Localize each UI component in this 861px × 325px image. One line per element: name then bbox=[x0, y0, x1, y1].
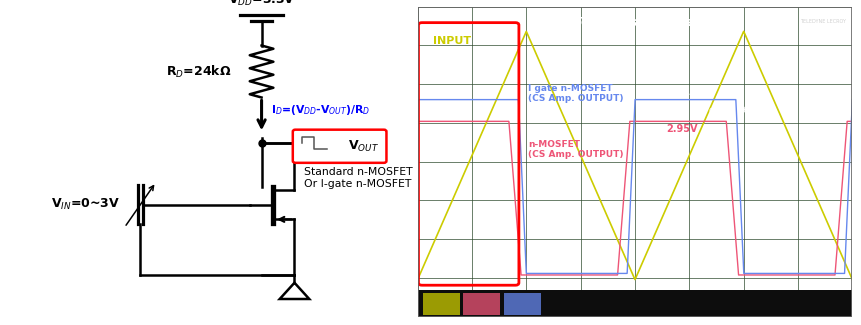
Bar bbox=[423, 293, 460, 315]
Bar bbox=[418, 291, 852, 317]
Text: INPUT: INPUT bbox=[433, 36, 471, 46]
Text: 3.31V: 3.31V bbox=[666, 87, 698, 97]
Text: V$_{IN}$=0~3V: V$_{IN}$=0~3V bbox=[52, 197, 121, 212]
FancyBboxPatch shape bbox=[293, 130, 387, 163]
Text: I gate n-MOSFET
(CS Amp. OUTPUT): I gate n-MOSFET (CS Amp. OUTPUT) bbox=[529, 84, 624, 103]
Text: V$_{DD}$=3.3V: V$_{DD}$=3.3V bbox=[228, 0, 295, 8]
Text: TELEDYNE LECROY: TELEDYNE LECROY bbox=[800, 19, 846, 24]
Text: n-MOSFET
(CS Amp. OUTPUT): n-MOSFET (CS Amp. OUTPUT) bbox=[529, 140, 624, 159]
Text: V$_{OUT}$: V$_{OUT}$ bbox=[348, 139, 379, 154]
Text: I$_D$=(V$_{DD}$-V$_{OUT}$)/R$_D$: I$_D$=(V$_{DD}$-V$_{OUT}$)/R$_D$ bbox=[271, 103, 370, 117]
Bar bbox=[504, 293, 541, 315]
Text: 2.95V: 2.95V bbox=[666, 124, 698, 134]
Text: R$_D$=24kΩ: R$_D$=24kΩ bbox=[165, 63, 231, 80]
Bar bbox=[463, 293, 500, 315]
Text: dy : 0.36V: dy : 0.36V bbox=[709, 106, 755, 115]
Text: Standard n-MOSFET
Or I-gate n-MOSFET: Standard n-MOSFET Or I-gate n-MOSFET bbox=[304, 167, 412, 189]
Polygon shape bbox=[280, 283, 309, 299]
Text: Total dose : 2Mrad: Total dose : 2Mrad bbox=[574, 16, 704, 29]
